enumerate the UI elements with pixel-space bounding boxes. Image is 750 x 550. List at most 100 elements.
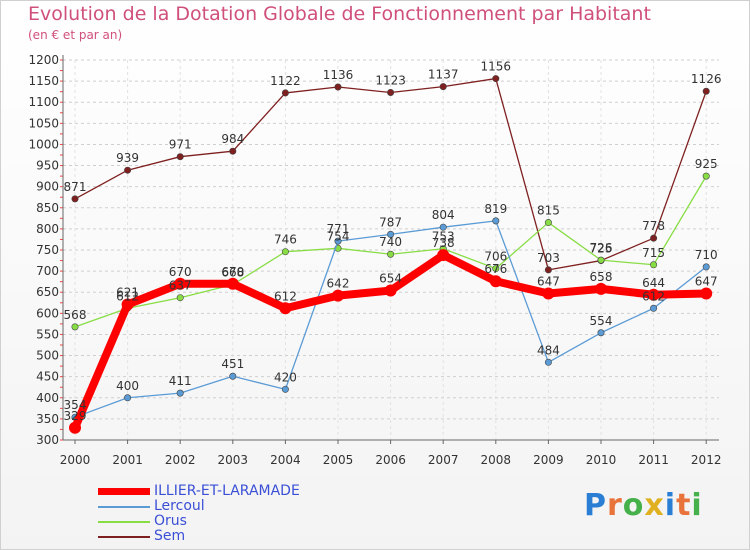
- data-label: 642: [327, 277, 350, 291]
- data-point: [650, 261, 658, 269]
- data-label: 740: [379, 235, 402, 249]
- data-point: [176, 389, 184, 397]
- data-point: [176, 294, 184, 302]
- logo-letter: o: [622, 488, 645, 523]
- data-point: [650, 304, 658, 312]
- data-label: 612: [274, 289, 297, 303]
- data-point: [702, 263, 710, 271]
- y-tick-label: 450: [36, 370, 59, 384]
- legend-label: ILLIER-ET-LARAMADE: [154, 483, 300, 499]
- legend-swatch: [98, 521, 150, 523]
- value-labels: 871 939 971 984 1122 1136 1123 1137 1156 703 725 77…: [64, 60, 722, 423]
- data-label: 771: [327, 222, 350, 236]
- data-point: [544, 266, 552, 274]
- data-label: 706: [484, 250, 507, 264]
- data-label: 676: [484, 262, 507, 276]
- logo-letter: P: [584, 488, 607, 523]
- data-point: [124, 394, 132, 402]
- data-label: 971: [169, 138, 192, 152]
- data-label: 670: [221, 265, 244, 279]
- data-label: 484: [537, 343, 560, 357]
- x-tick-label: 2005: [323, 453, 354, 467]
- proxiti-logo: Proxiti: [584, 488, 703, 523]
- logo-letter: x: [644, 488, 665, 523]
- data-point: [702, 172, 710, 180]
- y-tick-label: 1050: [28, 116, 59, 130]
- data-point: [334, 237, 342, 245]
- data-point: [387, 250, 395, 258]
- data-point: [281, 385, 289, 393]
- data-point: [650, 234, 658, 242]
- data-label: 787: [379, 215, 402, 229]
- data-label: 1137: [428, 68, 459, 82]
- data-point: [71, 195, 79, 203]
- data-point: [700, 287, 713, 300]
- data-label: 354: [64, 398, 87, 412]
- data-point: [597, 329, 605, 337]
- logo-letter: t: [676, 488, 692, 523]
- data-point: [121, 298, 134, 311]
- y-tick-label: 1000: [28, 137, 59, 151]
- data-point: [492, 265, 500, 273]
- y-axis-ticks: 300 350 400 450 500 550 600 650 700 750 800 850 900 9…: [28, 53, 59, 447]
- data-label: 644: [642, 276, 665, 290]
- legend-swatch: [98, 488, 150, 495]
- x-tick-label: 2000: [60, 453, 91, 467]
- x-tick-label: 2009: [533, 453, 564, 467]
- y-tick-label: 900: [36, 180, 59, 194]
- legend-label: Sem: [154, 528, 186, 544]
- data-point: [595, 282, 607, 295]
- data-label: 1126: [691, 72, 722, 86]
- legend-label: Orus: [154, 513, 187, 529]
- data-label: 670: [169, 265, 192, 279]
- data-point: [174, 277, 187, 290]
- data-point: [279, 302, 292, 315]
- y-tick-label: 500: [36, 349, 59, 363]
- data-point: [281, 248, 289, 256]
- data-point: [334, 83, 342, 91]
- data-point: [71, 323, 79, 331]
- data-label: 647: [537, 274, 560, 288]
- data-label: 804: [432, 208, 455, 222]
- data-point: [69, 421, 81, 434]
- data-point: [387, 89, 395, 97]
- y-tick-label: 1100: [28, 95, 59, 109]
- y-tick-label: 300: [36, 433, 59, 447]
- x-tick-label: 2003: [218, 453, 249, 467]
- data-label: 754: [327, 229, 350, 243]
- data-label: 939: [116, 151, 139, 165]
- x-tick-label: 2002: [165, 453, 196, 467]
- logo-letter: i: [664, 488, 677, 523]
- y-tick-label: 1150: [28, 74, 59, 88]
- x-tick-label: 2007: [428, 453, 459, 467]
- grid-lines: [63, 59, 719, 441]
- data-label: 637: [169, 279, 192, 293]
- data-label: 420: [274, 370, 297, 384]
- data-label: 621: [116, 285, 139, 299]
- x-axis-ticks: 2000 2001 2002 2003 2004 2005 2006 2007 2008 2009…: [60, 440, 722, 467]
- data-point: [439, 223, 447, 231]
- legend-swatch: [98, 506, 150, 508]
- data-point: [544, 219, 552, 227]
- legend-swatch: [98, 536, 150, 538]
- data-label: 815: [537, 204, 560, 218]
- y-tick-label: 550: [36, 327, 59, 341]
- data-point: [544, 358, 552, 366]
- data-point: [489, 275, 502, 288]
- data-label: 451: [221, 357, 244, 371]
- y-tick-label: 750: [36, 243, 59, 257]
- data-label: 400: [116, 379, 139, 393]
- data-label: 925: [695, 157, 718, 171]
- data-point: [492, 75, 500, 83]
- data-point: [229, 147, 237, 155]
- data-label: 710: [695, 248, 718, 262]
- data-point: [226, 277, 239, 290]
- x-tick-label: 2004: [270, 453, 301, 467]
- x-tick-label: 2012: [691, 453, 722, 467]
- data-label: 746: [274, 233, 297, 247]
- data-label: 1122: [270, 74, 301, 88]
- data-label: 554: [590, 314, 613, 328]
- data-point: [702, 87, 710, 95]
- y-tick-label: 1200: [28, 53, 59, 67]
- data-label: 738: [432, 236, 455, 250]
